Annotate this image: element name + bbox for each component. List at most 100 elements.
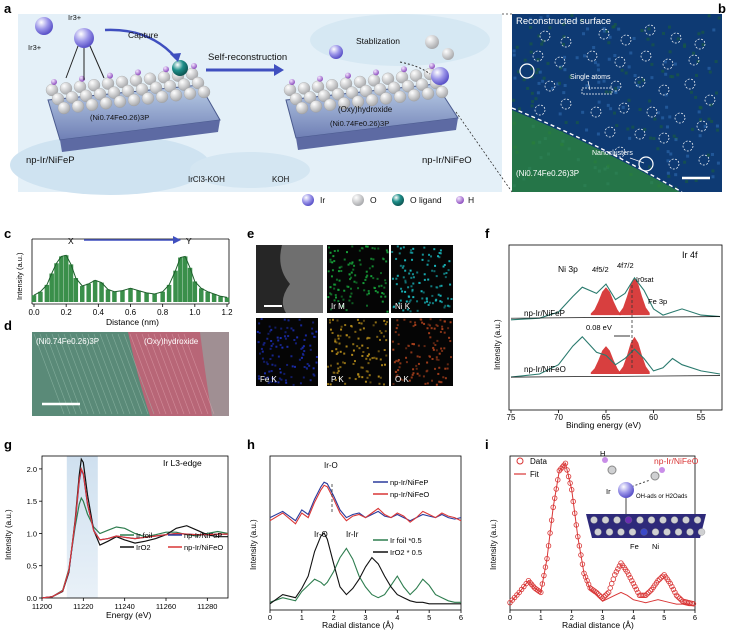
- noise-dot: [717, 16, 721, 20]
- eds-signal-dot: [344, 324, 347, 327]
- o-sphere: [303, 91, 317, 104]
- o-sphere: [155, 90, 169, 103]
- legend-h-icon: [456, 196, 464, 204]
- o-sphere: [421, 87, 435, 100]
- panel-letters: a b c d e f g h i: [4, 1, 726, 452]
- h-sphere: [317, 75, 323, 82]
- eds-signal-dot: [269, 380, 272, 383]
- eds-signal-dot: [308, 364, 311, 367]
- panel-letter-d: d: [4, 318, 12, 333]
- eds-signal-dot: [399, 362, 402, 365]
- eds-signal-dot: [338, 342, 341, 345]
- panel-a-bubble: [190, 152, 310, 188]
- eds-signal-dot: [376, 291, 379, 294]
- eds-signal-dot: [379, 376, 382, 379]
- profile-bar: [166, 284, 172, 302]
- o-sphere: [331, 88, 345, 101]
- single-atom-circle: [618, 102, 630, 114]
- eds-signal-dot: [430, 285, 433, 288]
- noise-dot: [550, 86, 554, 90]
- noise-dot: [621, 105, 625, 109]
- noise-dot: [656, 111, 660, 115]
- noise-dot: [534, 97, 538, 101]
- support-metal-atom: [605, 528, 614, 536]
- noise-dot: [661, 116, 665, 120]
- lattice-fringe: [117, 333, 149, 415]
- data-point: [673, 592, 680, 599]
- eds-signal-dot: [283, 372, 286, 375]
- eds-signal-dot: [345, 345, 348, 348]
- eds-signal-dot: [262, 343, 265, 346]
- coordination-line: [65, 45, 79, 79]
- o-sphere: [143, 72, 157, 85]
- data-point: [541, 572, 547, 579]
- eds-signal-dot: [427, 259, 430, 262]
- o-sphere: [373, 83, 387, 96]
- eds-signal-dot: [384, 295, 387, 298]
- o-sphere: [149, 81, 163, 94]
- data-point: [672, 589, 678, 596]
- eds-signal-dot: [335, 341, 338, 344]
- stabilization-label: Stablization: [356, 36, 400, 46]
- eds-signal-dot: [441, 349, 444, 352]
- ir-sphere: [618, 482, 634, 498]
- data-point: [565, 473, 572, 480]
- single-atom-circle: [560, 98, 572, 110]
- noise-dot: [585, 128, 589, 132]
- panel-i-xlabel: Radial distance (Å): [562, 620, 634, 630]
- noise-dot: [562, 91, 566, 95]
- eds-signal-dot: [348, 336, 351, 339]
- eds-signal-dot: [382, 292, 385, 295]
- support-o-atom: [659, 516, 667, 524]
- eds-signal-dot: [300, 347, 303, 350]
- eds-map-label: O K: [395, 375, 409, 384]
- eds-signal-dot: [407, 344, 410, 347]
- eds-signal-dot: [359, 328, 362, 331]
- data-point: [593, 589, 600, 596]
- noise-dot: [529, 25, 533, 29]
- noise-dot: [706, 153, 710, 157]
- eds-signal-dot: [421, 321, 424, 324]
- data-point: [676, 595, 683, 601]
- x-tick-label: 1.2: [221, 308, 233, 317]
- data-point: [616, 563, 623, 569]
- eds-signal-dot: [386, 310, 389, 313]
- eds-signal-dot: [269, 358, 272, 361]
- lattice-fringe: [141, 333, 173, 415]
- o-sphere: [407, 89, 421, 102]
- eds-signal-dot: [333, 260, 336, 263]
- eds-signal-dot: [361, 344, 364, 347]
- panel-h: 0 1 2 3 4 5 6: [268, 455, 463, 622]
- data-point: [626, 572, 632, 578]
- eds-signal-dot: [352, 268, 355, 271]
- noise-dot: [696, 60, 700, 64]
- eds-signal-dot: [424, 382, 427, 385]
- eds-signal-dot: [364, 278, 367, 281]
- oh-sphere: [650, 471, 660, 481]
- noise-dot: [559, 66, 563, 70]
- profile-bar: [73, 278, 79, 302]
- eds-signal-dot: [358, 249, 361, 252]
- eds-signal-dot: [279, 343, 282, 346]
- legend-ir-icon: [302, 194, 314, 206]
- noise-dot: [668, 115, 672, 119]
- eds-signal-dot: [385, 354, 388, 357]
- inset-structure: [586, 457, 706, 538]
- noise-dot: [530, 67, 534, 71]
- eds-signal-dot: [434, 264, 437, 267]
- data-point: [642, 592, 649, 599]
- eds-signal-dot: [287, 319, 290, 322]
- o-sphere: [71, 100, 85, 113]
- eds-signal-dot: [404, 281, 407, 284]
- eds-signal-dot: [435, 323, 438, 326]
- noise-dot: [708, 70, 712, 74]
- noise-dot: [648, 165, 652, 169]
- profile-bar: [86, 283, 91, 302]
- eds-signal-dot: [348, 278, 351, 281]
- eds-signal-dot: [408, 295, 411, 298]
- eds-signal-dot: [270, 328, 273, 331]
- eds-signal-dot: [302, 345, 305, 348]
- h-sphere: [191, 63, 197, 69]
- marker-y: Y: [186, 236, 192, 246]
- lattice-fringe: [33, 333, 65, 415]
